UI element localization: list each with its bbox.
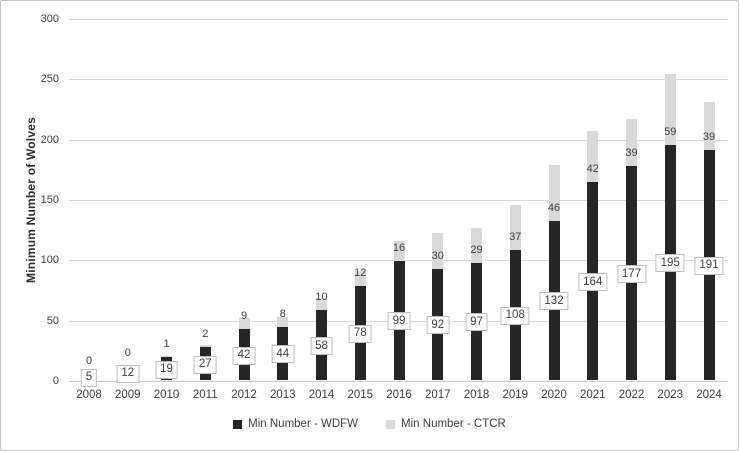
wdfw-value-label-2009: 12 — [116, 364, 140, 383]
ctcr-value-label-2012: 9 — [240, 310, 248, 323]
gridline-150 — [69, 200, 728, 201]
bar-2021-ctcr — [587, 131, 599, 183]
ctcr-value-label-2009: 0 — [124, 346, 131, 359]
wdfw-value-label-2019: 108 — [500, 306, 530, 325]
ctcr-value-label-2019: 37 — [509, 230, 522, 243]
y-tick-label-50: 50 — [46, 314, 59, 327]
bar-2024-ctcr — [703, 102, 715, 150]
wdfw-legend-swatch-icon — [233, 419, 243, 429]
bar-2012-ctcr — [238, 318, 250, 330]
wdfw-value-label-2022: 177 — [616, 265, 647, 284]
bar-2020-ctcr — [548, 165, 560, 221]
x-tick-label-2010: 2010 — [153, 389, 180, 401]
wdfw-value-label-2023: 195 — [655, 254, 685, 273]
plot-area: 0 5 0 12 1 19 2 27 9 42 8 44 10 58 12 78 16 99 30 92 29 97 37 1… — [69, 19, 728, 387]
wdfw-value-label-2013: 44 — [271, 345, 295, 364]
x-tick-label-2017: 2017 — [424, 389, 451, 401]
ctcr-value-label-2018: 29 — [470, 243, 483, 256]
x-tick-label-2021: 2021 — [579, 389, 606, 401]
bar-2011-ctcr — [199, 345, 211, 348]
y-tick-label-0: 0 — [52, 375, 59, 387]
bar-2017-ctcr — [432, 232, 444, 269]
bar-2019-ctcr — [509, 205, 521, 250]
x-tick-label-2015: 2015 — [347, 389, 374, 401]
y-tick-label-300: 300 — [40, 13, 59, 25]
x-tick-label-2020: 2020 — [541, 389, 567, 401]
gridline-0 — [69, 381, 728, 382]
bar-2015-ctcr — [354, 271, 366, 286]
bar-2013-ctcr — [277, 317, 289, 327]
x-tick-label-2022: 2022 — [618, 389, 645, 401]
y-tick-label-200: 200 — [40, 133, 59, 146]
legend-label-wdfw: Min Number - WDFW — [248, 418, 359, 430]
x-tick-label-2012: 2012 — [231, 389, 257, 401]
x-tick-label-2013: 2013 — [269, 389, 296, 401]
wdfw-value-label-2018: 97 — [465, 313, 488, 332]
x-tick-label-2009: 2009 — [114, 389, 141, 401]
x-tick-label-2008: 2008 — [76, 389, 102, 401]
ctcr-value-label-2008: 0 — [85, 354, 93, 367]
wdfw-value-label-2008: 5 — [80, 368, 98, 387]
ctcr-value-label-2011: 2 — [202, 328, 209, 341]
x-tick-label-2016: 2016 — [386, 389, 412, 401]
gridline-250 — [69, 79, 728, 81]
ctcr-value-label-2010: 1 — [163, 338, 170, 351]
bar-2022-ctcr — [626, 119, 637, 167]
gridline-300 — [69, 19, 728, 20]
wdfw-value-label-2021: 164 — [578, 273, 608, 292]
ctcr-legend-swatch-icon — [386, 419, 396, 429]
bar-2016-ctcr — [393, 241, 405, 261]
ctcr-value-label-2014: 10 — [315, 291, 328, 303]
y-tick-label-250: 250 — [40, 73, 59, 86]
wdfw-value-label-2016: 99 — [387, 312, 411, 331]
wdfw-value-label-2020: 132 — [539, 292, 569, 311]
y-tick-label-100: 100 — [40, 254, 59, 267]
ctcr-value-label-2020: 46 — [547, 201, 561, 214]
x-tick-label-2014: 2014 — [308, 389, 335, 401]
x-tick-label-2011: 2011 — [192, 389, 218, 401]
legend: Min Number - WDFW Min Number - CTCR — [1, 418, 738, 430]
y-tick-label-150: 150 — [40, 194, 59, 206]
bar-2023-ctcr — [664, 73, 676, 145]
legend-item-wdfw: Min Number - WDFW — [233, 418, 358, 430]
ctcr-value-label-2015: 12 — [354, 266, 367, 279]
ctcr-value-label-2023: 59 — [664, 125, 677, 138]
wdfw-value-label-2017: 92 — [426, 316, 450, 335]
wdfw-value-label-2015: 78 — [348, 324, 372, 343]
ctcr-value-label-2024: 39 — [702, 130, 716, 143]
x-tick-label-2024: 2024 — [696, 389, 722, 401]
legend-item-ctcr: Min Number - CTCR — [386, 418, 506, 430]
x-tick-label-2019: 2019 — [502, 389, 529, 401]
bar-2018-ctcr — [471, 227, 482, 263]
ctcr-value-label-2013: 8 — [279, 307, 286, 320]
ctcr-value-label-2017: 30 — [431, 249, 444, 262]
bar-2010-ctcr — [161, 355, 172, 358]
ctcr-value-label-2016: 16 — [392, 241, 406, 254]
wdfw-value-label-2012: 42 — [232, 346, 256, 365]
wdfw-value-label-2010: 19 — [155, 360, 178, 379]
wdfw-value-label-2014: 58 — [310, 337, 333, 355]
legend-label-ctcr: Min Number - CTCR — [401, 418, 506, 430]
x-tick-label-2018: 2018 — [463, 389, 490, 401]
ctcr-value-label-2021: 42 — [586, 163, 599, 176]
ctcr-value-label-2022: 39 — [625, 147, 638, 160]
x-tick-label-2023: 2023 — [657, 389, 684, 401]
wdfw-value-label-2011: 27 — [193, 355, 217, 374]
gridline-200 — [69, 139, 728, 141]
bar-2014-ctcr — [316, 297, 327, 311]
wdfw-value-label-2024: 191 — [694, 256, 724, 275]
